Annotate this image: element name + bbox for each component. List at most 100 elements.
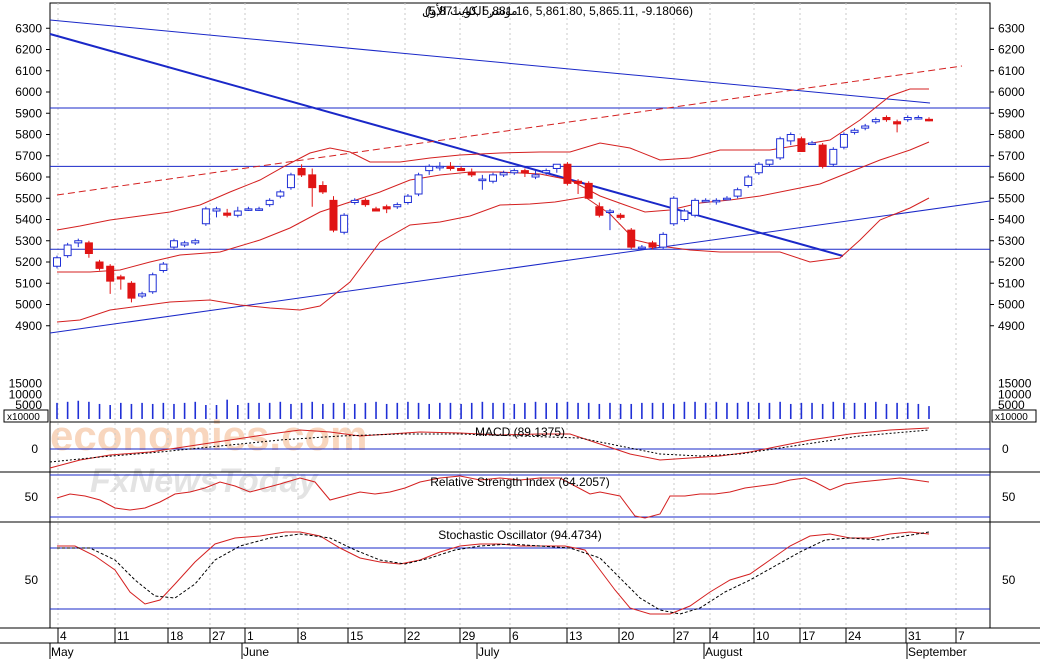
candle-body <box>680 210 689 220</box>
candle-body <box>318 185 327 193</box>
month-label: September <box>908 645 967 659</box>
date-tick-label: 10 <box>756 629 770 643</box>
trendline-bold <box>49 33 844 257</box>
candle-body <box>446 165 455 169</box>
bollinger-lower <box>56 196 930 323</box>
candle-body <box>489 174 497 182</box>
candle-body <box>712 199 721 203</box>
price-tick-label-right: 5700 <box>998 149 1025 163</box>
date-tick-label: 11 <box>117 629 130 643</box>
volume-unit-label: x10000 <box>995 412 1028 423</box>
date-tick-label: 6 <box>512 629 519 643</box>
watermark-economies: economies.com <box>50 412 367 459</box>
candle-body <box>871 119 880 123</box>
price-tick-label-right: 6100 <box>998 64 1025 78</box>
date-tick-label: 4 <box>712 629 719 643</box>
price-tick-label-right: 6300 <box>998 21 1025 35</box>
candle-body <box>148 274 157 293</box>
candle-body <box>595 206 604 216</box>
date-tick-label: 1 <box>247 629 254 643</box>
candle-body <box>605 210 614 213</box>
price-tick-label-left: 4900 <box>15 319 42 333</box>
bollinger-upper <box>56 88 929 231</box>
price-tick-label-right: 5100 <box>998 276 1025 290</box>
date-tick-label: 27 <box>676 629 690 643</box>
date-tick-label: 17 <box>802 629 816 643</box>
candle-body <box>84 242 93 254</box>
candle-body <box>467 172 476 176</box>
candle-body <box>616 214 625 218</box>
price-tick-label-left: 5800 <box>15 128 42 142</box>
candle-body <box>648 242 657 248</box>
candle-body <box>297 168 306 176</box>
date-tick-label: 24 <box>848 629 862 643</box>
volume-tick-label-right: 10000 <box>998 387 1032 401</box>
date-tick-label: 22 <box>407 629 421 643</box>
candle-body <box>733 189 742 197</box>
volume-tick-label-right: 15000 <box>998 377 1032 391</box>
price-tick-label-right: 5500 <box>998 191 1025 205</box>
candle-body <box>244 208 253 211</box>
trendline-support <box>49 200 991 334</box>
panel-frames <box>0 2 1040 644</box>
candle-body <box>701 199 710 203</box>
candle-body <box>584 182 593 199</box>
volume-tick-label-left: 10000 <box>9 387 43 401</box>
bollinger-middle <box>57 141 930 273</box>
candle-body <box>425 165 434 172</box>
candle-body <box>542 170 551 174</box>
price-tick-label-left: 5300 <box>15 234 42 248</box>
candle-body <box>350 199 359 203</box>
candle-body <box>574 180 583 184</box>
grid <box>57 3 957 628</box>
candle-body <box>903 117 912 121</box>
volume-bars <box>56 399 930 419</box>
candle-body <box>637 246 646 250</box>
date-tick-label: 8 <box>300 629 307 643</box>
candle-body <box>531 174 540 178</box>
candle-body <box>169 240 178 248</box>
indicator-tick-label-left: 50 <box>25 490 39 504</box>
price-tick-label-left: 6200 <box>15 43 42 57</box>
candle-body <box>808 142 817 145</box>
rsi-line <box>56 475 930 519</box>
stochastic-panel <box>50 531 990 615</box>
date-tick-label: 13 <box>569 629 583 643</box>
volume-unit-label: x10000 <box>7 412 40 423</box>
dashed-channel <box>56 65 963 196</box>
volume-tick-label-left: 5000 <box>15 398 42 412</box>
candle-body <box>180 242 189 246</box>
ohlc-readout: (5,871.40, 5,881.16, 5,861.80, 5,865.11,… <box>425 4 693 18</box>
price-tick-label-right: 5300 <box>998 234 1025 248</box>
candle-body <box>201 208 210 225</box>
indicator-tick-label-left: 0 <box>31 442 38 456</box>
candle-body <box>233 210 242 216</box>
month-label: August <box>705 645 743 659</box>
candle-body <box>435 165 444 169</box>
candle-body <box>669 197 678 225</box>
candle-body <box>308 174 317 189</box>
candle-body <box>552 163 561 169</box>
date-tick-label: 20 <box>621 629 635 643</box>
candle-body <box>361 199 370 206</box>
price-tick-label-left: 5500 <box>15 191 42 205</box>
candle-body <box>286 174 295 189</box>
candle-body <box>797 138 806 152</box>
candle-body <box>63 244 72 257</box>
macd-panel <box>49 427 990 469</box>
date-tick-label: 29 <box>462 629 476 643</box>
date-tick-label: 7 <box>958 629 965 643</box>
date-tick-label: 31 <box>908 629 922 643</box>
price-tick-label-right: 5000 <box>998 298 1025 312</box>
stoch-d-line <box>57 531 930 615</box>
price-tick-label-left: 6000 <box>15 85 42 99</box>
candle-body <box>818 144 827 167</box>
rsi-panel <box>50 474 990 519</box>
candle-body <box>754 163 763 174</box>
candle-body <box>457 168 466 172</box>
candle-body <box>106 265 115 282</box>
price-tick-label-right: 6000 <box>998 85 1025 99</box>
candle-body <box>893 121 902 125</box>
price-tick-label-left: 5200 <box>15 255 42 269</box>
price-tick-label-left: 5100 <box>15 276 42 290</box>
